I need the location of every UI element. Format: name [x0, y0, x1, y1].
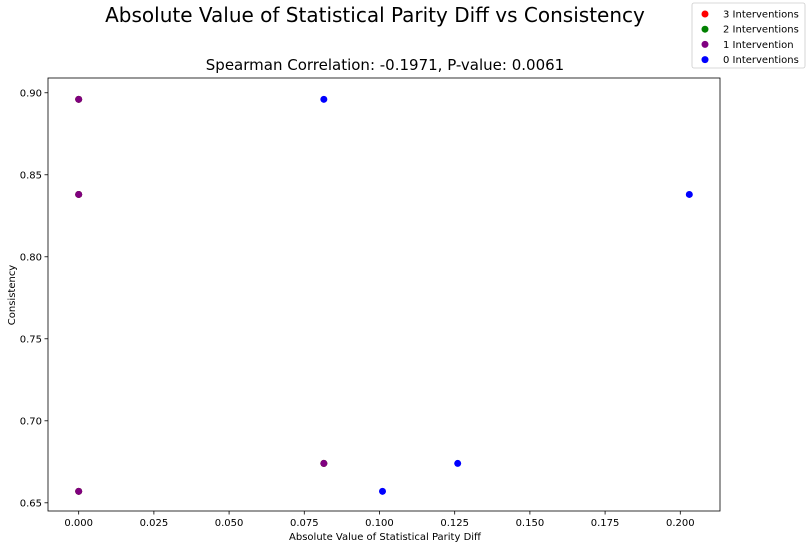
legend-marker	[701, 10, 709, 18]
x-tick-label: 0.200	[666, 518, 695, 529]
legend-label: 3 Interventions	[723, 10, 799, 21]
data-points	[75, 95, 693, 495]
chart-title: Absolute Value of Statistical Parity Dif…	[105, 3, 645, 27]
legend-items: 3 Interventions 2 Interventions 1 Interven…	[701, 10, 799, 66]
legend-label: 2 Interventions	[723, 25, 799, 36]
chart-subtitle: Spearman Correlation: -0.1971, P-value: …	[206, 56, 564, 74]
x-tick-label: 0.050	[215, 518, 244, 529]
x-tick-label: 0.025	[140, 518, 169, 529]
scatter-point	[685, 190, 693, 198]
scatter-point	[320, 459, 328, 467]
x-tick-label: 0.125	[440, 518, 469, 529]
x-tick-label: 0.150	[516, 518, 545, 529]
y-tick-label: 0.85	[20, 170, 42, 181]
legend-label: 0 Interventions	[723, 55, 799, 66]
y-axis: 0.65 0.70 0.75 0.80 0.85 0.90	[20, 88, 48, 509]
x-tick-label: 0.000	[64, 518, 93, 529]
y-tick-label: 0.70	[20, 416, 42, 427]
scatter-point	[454, 459, 462, 467]
scatter-point	[320, 95, 328, 103]
y-tick-label: 0.65	[20, 498, 42, 509]
scatter-point	[75, 95, 83, 103]
legend-marker	[701, 25, 709, 33]
y-tick-label: 0.80	[20, 252, 42, 263]
plot-area	[47, 77, 721, 512]
y-tick-label: 0.90	[20, 88, 42, 99]
scatter-point	[75, 190, 83, 198]
x-tick-label: 0.175	[591, 518, 620, 529]
x-tick-label: 0.075	[290, 518, 319, 529]
scatter-point	[75, 487, 83, 495]
legend-marker	[701, 56, 709, 64]
x-tick-label: 0.100	[365, 518, 394, 529]
x-axis-label: Absolute Value of Statistical Parity Dif…	[289, 532, 482, 543]
legend-marker	[701, 40, 709, 48]
scatter-point	[378, 487, 386, 495]
legend-box	[691, 2, 806, 69]
legend-label: 1 Intervention	[723, 40, 794, 51]
legend: 3 Interventions 2 Interventions 1 Interven…	[691, 2, 806, 69]
x-axis: 0.000 0.025 0.050 0.075 0.100 0.125 0.150 0.175…	[64, 511, 695, 529]
y-axis-label: Consistency	[7, 265, 18, 326]
y-tick-label: 0.75	[20, 334, 42, 345]
